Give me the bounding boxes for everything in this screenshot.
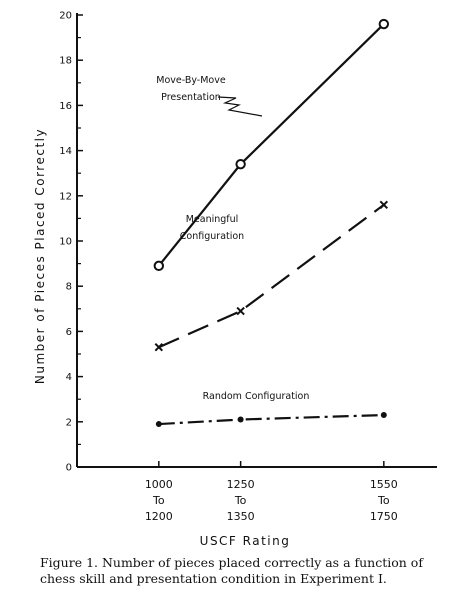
- x-tick-label: To: [377, 494, 390, 507]
- data-point: [154, 343, 164, 352]
- x-tick-label: To: [152, 494, 165, 507]
- data-point: [235, 158, 246, 170]
- y-tick-label: 2: [66, 417, 72, 428]
- y-tick-label: 6: [66, 327, 72, 338]
- figure-caption: Figure 1. Number of pieces placed correc…: [40, 555, 423, 586]
- y-axis-title: Number of Pieces Placed Correctly: [33, 128, 47, 384]
- chart-axes: [76, 13, 437, 468]
- y-tick-label: 18: [59, 56, 72, 67]
- y-tick-label: 4: [66, 372, 72, 383]
- data-point: [237, 416, 244, 423]
- y-tick-label: 20: [59, 11, 72, 22]
- series-line: [158, 203, 385, 349]
- y-tick-label: 12: [59, 191, 72, 202]
- x-tick-label: 1200: [145, 510, 173, 523]
- data-point-x-stroke: [236, 306, 245, 316]
- data-point: [236, 306, 245, 316]
- x-tick-label: To: [234, 494, 247, 507]
- x-tick-label: 1750: [370, 510, 398, 523]
- data-point: [155, 421, 162, 428]
- data-point: [378, 18, 390, 30]
- y-tick-label: 10: [59, 237, 72, 248]
- y-tick-label: 16: [59, 101, 72, 112]
- data-point: [380, 412, 387, 419]
- series-label: Random Configuration: [203, 391, 310, 402]
- y-tick-label: 14: [59, 146, 72, 157]
- series-markers: [153, 18, 390, 428]
- data-point-x-stroke: [379, 200, 389, 210]
- x-tick-label: 1250: [227, 478, 255, 491]
- series-label: Meaningful: [186, 214, 239, 225]
- series-label: Presentation: [161, 92, 221, 103]
- data-point: [153, 260, 165, 272]
- data-point-x-stroke: [154, 343, 164, 352]
- x-tick-label: 1550: [370, 478, 398, 491]
- y-tick-label: 0: [66, 463, 72, 474]
- label-leader-line: [217, 96, 263, 117]
- chart-labels: 0 2 4 6 8 10 12 14 16 18 20 1000 To 1200 1250 To 1350 155…: [33, 11, 398, 549]
- series-line: [158, 413, 384, 426]
- y-tick-label: 8: [66, 282, 72, 293]
- series-label: Configuration: [180, 231, 244, 242]
- x-axis-title: USCF Rating: [200, 534, 291, 548]
- data-point: [379, 200, 389, 210]
- x-tick-label: 1000: [145, 478, 173, 491]
- series-label: Move-By-Move: [156, 75, 226, 86]
- x-tick-label: 1350: [227, 510, 255, 523]
